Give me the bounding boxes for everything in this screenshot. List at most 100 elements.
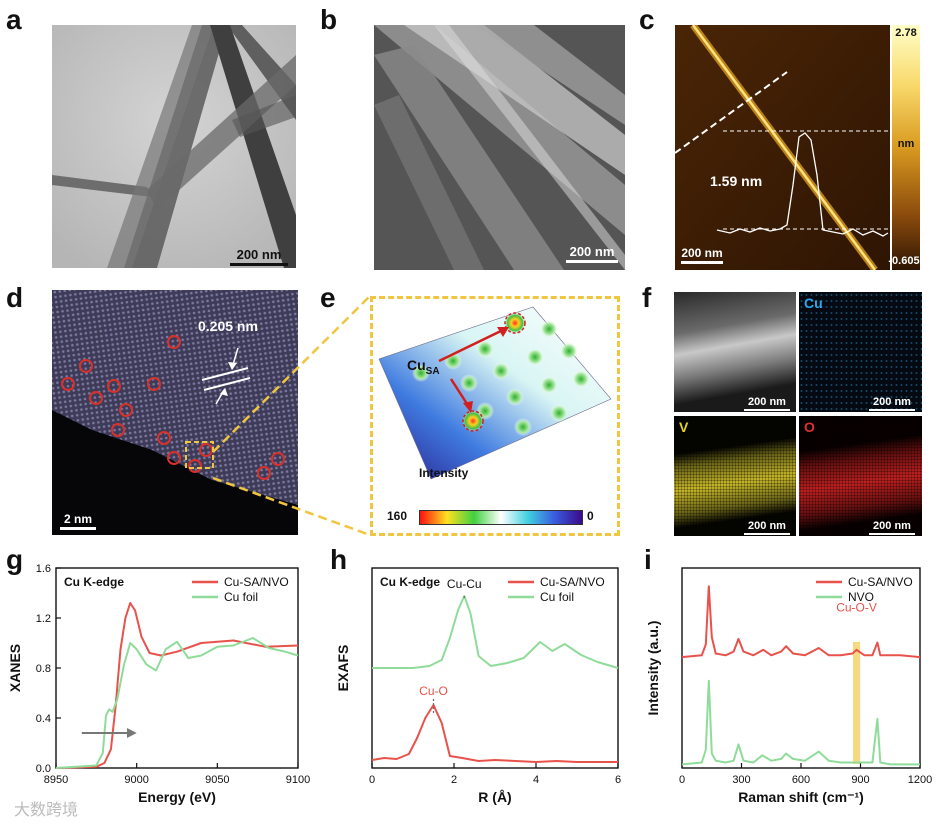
afm-colorbar: 2.78 nm -0.605 [888,25,920,270]
scale-bar: 200 nm [230,247,288,266]
intensity-min: 0 [587,509,594,523]
x-tick-label: 600 [792,774,810,786]
scale-label: 2 nm [63,512,92,526]
eds-map-v: V 200 nm [674,416,796,536]
y-axis-label: EXAFS [335,645,351,692]
x-tick-label: 6 [615,774,621,786]
xanes-chart: 8950 9000 9050 9100 0.0 0.4 0.8 1.2 1.6 Energy (e… [7,563,310,805]
eds-map-sem: 200 nm [674,292,796,412]
raman-band [852,642,861,764]
eds-element-label: Cu [804,295,823,311]
peak-label-cu-o: Cu-O [419,684,448,698]
scale-bar: 200 nm [566,244,618,263]
scale-bar: 2 nm [60,512,96,530]
scale-label: 200 nm [748,520,786,532]
panel-label-g: g [6,544,24,575]
x-tick-label: 9100 [286,774,310,786]
legend-label: Cu-SA/NVO [540,575,605,589]
y-tick-label: 0.0 [36,763,51,775]
x-axis-label: Energy (eV) [138,789,216,805]
panel-label-b: b [320,4,338,35]
series-line-sample [681,585,921,659]
plot-frame [55,567,299,769]
x-tick-label: 0 [369,774,375,786]
y-tick-label: 1.6 [36,563,51,575]
colorbar-min: -0.605 [888,255,920,267]
scale-label: 200 nm [873,396,911,408]
x-tick-label: 9000 [124,774,148,786]
intensity-map: Intensity CuSA 160 0 [370,296,620,536]
lattice-spacing-label: 0.205 nm [198,318,258,334]
sem-image: 200 nm [374,25,625,270]
y-tick-label: 0.4 [36,713,51,725]
plot-frame [681,567,921,769]
eds-element-label: V [679,419,689,435]
eds-maps: 200 nm Cu 200 nm V 200 nm O 200 nm [674,292,922,536]
x-axis-label: Raman shift (cm⁻¹) [738,789,864,805]
inset-label: Cu K-edge [380,575,440,589]
edge-shift-arrowhead [126,728,137,738]
peak-label-cu-cu: Cu-Cu [447,577,482,591]
tem-nanowires [52,25,296,268]
x-tick-label: 2 [451,774,457,786]
scale-bar: 200 nm [681,246,723,264]
sem-nanowires [374,25,625,270]
legend-label: Cu foil [540,590,574,604]
intensity-colorbar-gradient [419,510,583,525]
panel-label-e: e [320,282,336,313]
tem-image: 200 nm [52,25,296,268]
x-tick-label: 1200 [908,774,932,786]
series-line-reference [372,595,619,669]
scale-label: 200 nm [681,246,723,260]
intensity-surface: Intensity [378,306,612,480]
x-axis-label: R (Å) [478,789,511,805]
legend-label: NVO [848,590,874,604]
scale-label: 200 nm [748,396,786,408]
eds-element-label: O [804,419,815,435]
cu-sa-sub: SA [425,365,440,377]
y-axis-label: Intensity (a.u.) [645,621,661,716]
scale-label: 200 nm [236,247,282,262]
cu-sa-annotation: CuSA [407,357,440,377]
panel-label-a: a [6,4,22,35]
x-tick-label: 4 [533,774,539,786]
x-tick-label: 900 [851,774,869,786]
scale-label: 200 nm [569,244,615,259]
y-axis-label: XANES [7,644,23,692]
colorbar-unit: nm [897,138,915,150]
eds-map-cu: Cu 200 nm [799,292,922,412]
x-tick-label: 0 [679,774,685,786]
panel-label-c: c [639,4,655,35]
panel-label-h: h [330,544,348,575]
series-line-sample [55,602,299,769]
cu-sa-main: Cu [407,357,426,373]
afm-image: 1.59 nm 200 nm [675,25,890,270]
afm-topography [675,25,890,270]
colorbar-max: 2.78 [895,27,917,39]
y-tick-label: 1.2 [36,613,51,625]
raman-chart: 0 300 600 900 1200 Raman shift (cm⁻¹) Intensit… [645,567,932,805]
series-line-reference [681,679,920,766]
intensity-max: 160 [387,509,408,523]
scale-bar: 200 nm [744,520,790,535]
legend-label: Cu foil [224,590,258,604]
legend-label: Cu-SA/NVO [224,575,289,589]
series-line-reference [55,637,299,769]
series-line-sample [371,704,618,763]
inset-label: Cu K-edge [64,575,124,589]
panel-label-d: d [6,282,24,313]
zoom-connector [212,295,371,537]
panel-label-f: f [642,282,652,313]
watermark: 大数跨境 [14,802,79,819]
panel-label-i: i [644,544,652,575]
haadf-image: 0.205 nm 2 nm [52,290,298,535]
scale-label: 200 nm [873,520,911,532]
band-label: Cu-O-V [836,601,877,615]
scale-bar: 200 nm [744,396,790,411]
scale-bar: 200 nm [869,396,915,411]
height-profile-label: 1.59 nm [710,173,763,189]
y-tick-label: 0.8 [36,663,51,675]
legend-label: Cu-SA/NVO [848,575,913,589]
eds-map-o: O 200 nm [799,416,922,536]
